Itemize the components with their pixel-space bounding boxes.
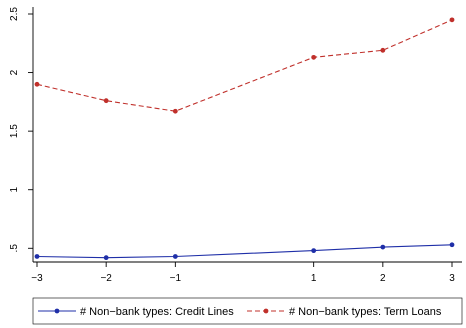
- legend-label: # Non−bank types: Term Loans: [289, 306, 442, 318]
- data-point: [449, 242, 455, 248]
- data-point: [34, 254, 40, 259]
- series-line: [36, 19, 453, 112]
- series-2: [34, 17, 455, 114]
- series-line: [36, 244, 453, 259]
- y-tick-label: 1: [9, 186, 20, 192]
- legend-marker: [263, 308, 269, 314]
- data-point: [103, 255, 109, 261]
- legend-marker: [54, 308, 60, 314]
- x-tick-label: 3: [449, 273, 455, 284]
- data-point: [34, 81, 40, 87]
- data-point: [380, 244, 386, 250]
- legend-key: [247, 308, 285, 314]
- axes: [32, 7, 462, 263]
- data-point: [449, 17, 455, 23]
- data-point: [311, 54, 317, 60]
- legend-key: [38, 308, 76, 314]
- y-axis-ticks: .5 1 1.5 2 2.5: [9, 7, 33, 253]
- data-point: [380, 47, 386, 53]
- series-1: [34, 242, 455, 261]
- y-tick-label: .5: [9, 244, 20, 253]
- y-tick-label: 2.5: [9, 7, 20, 21]
- legend: # Non−bank types: Credit Lines # Non−bank…: [32, 297, 463, 325]
- data-point: [172, 254, 178, 259]
- series-layer: [34, 17, 455, 261]
- data-point: [103, 98, 109, 104]
- x-tick-label: −1: [170, 273, 182, 284]
- x-axis-ticks: −3 −2 −1 1 2 3: [31, 262, 455, 284]
- x-tick-label: −3: [31, 273, 43, 284]
- data-point: [172, 108, 178, 114]
- y-tick-label: 2: [9, 69, 20, 75]
- x-tick-label: 2: [380, 273, 386, 284]
- legend-label: # Non−bank types: Credit Lines: [80, 306, 234, 318]
- data-point: [311, 248, 317, 254]
- y-tick-label: 1.5: [9, 124, 20, 138]
- x-tick-label: −2: [100, 273, 112, 284]
- x-tick-label: 1: [311, 273, 317, 284]
